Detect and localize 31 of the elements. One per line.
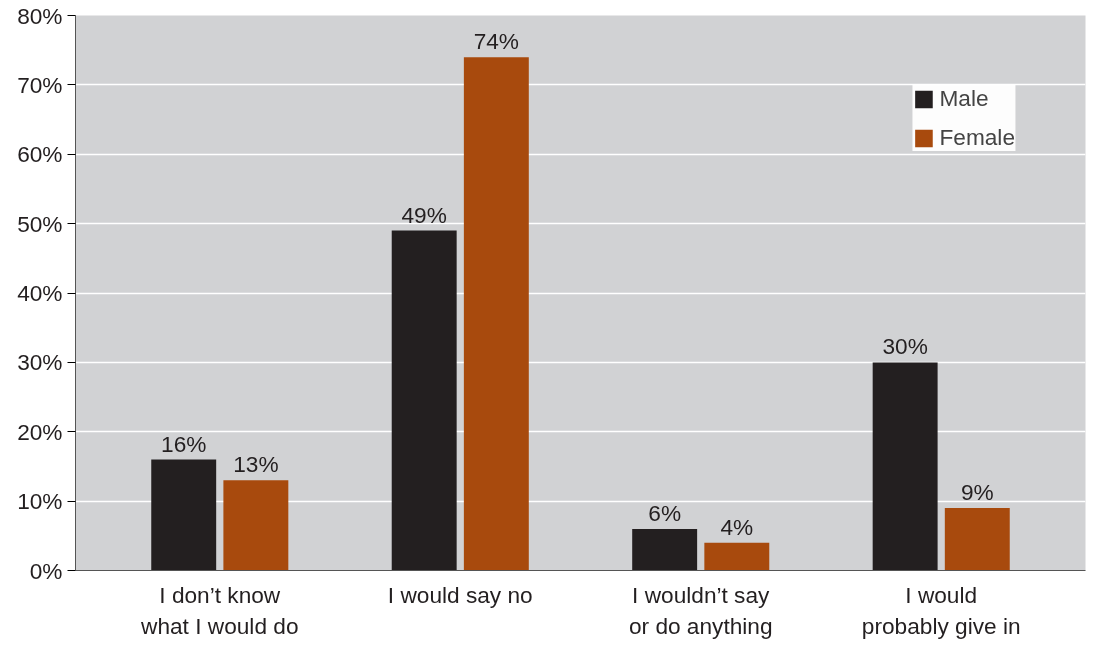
y-tick-label: 80% [17,2,63,29]
x-tick-label: I don’t know what I would do [140,581,299,639]
bar [632,528,698,571]
data-label: 16% [161,430,207,457]
y-tick-label: 30% [17,349,63,376]
y-tick-label: 40% [17,280,63,306]
y-tick-label: 60% [17,141,63,168]
bar [872,362,938,571]
y-tick-label: 10% [17,488,63,515]
data-label: 4% [720,513,754,540]
data-label: 9% [960,479,994,506]
bar [704,542,770,571]
data-label: 74% [473,28,520,55]
x-tick-label: I wouldn’t say or do anything [628,581,773,639]
y-tick-label: 0% [29,557,63,584]
data-label: 49% [401,201,447,228]
bar [944,508,1010,571]
y-tick-label: 70% [17,71,63,98]
data-label: 6% [648,499,682,526]
y-tick-label: 50% [17,210,63,237]
x-tick-label: I would say no [387,581,533,608]
bar [463,57,529,571]
bar [223,480,289,571]
legend-label: Female [939,124,1015,151]
legend-label: Male [939,85,989,112]
y-tick-label: 20% [17,418,63,445]
data-label: 13% [233,451,279,478]
bar [391,230,457,571]
bar [151,459,217,571]
x-tick-label: I would probably give in [861,581,1021,639]
data-label: 30% [882,333,928,360]
